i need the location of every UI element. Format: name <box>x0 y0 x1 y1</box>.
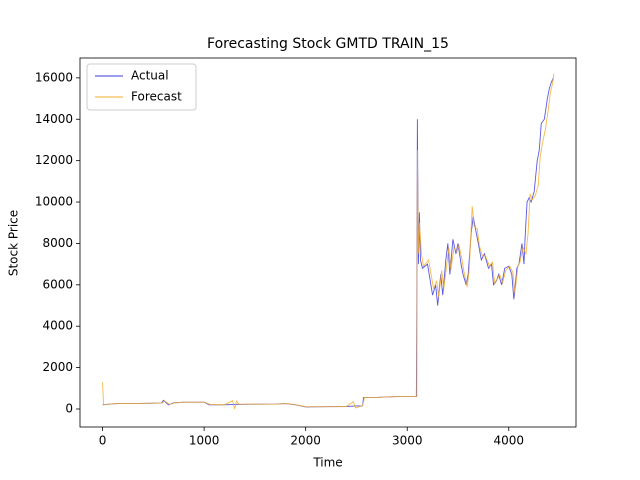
y-tick-label: 16000 <box>35 70 73 84</box>
chart-title: Forecasting Stock GMTD TRAIN_15 <box>207 36 449 52</box>
y-tick-label: 12000 <box>35 153 73 167</box>
y-tick-label: 14000 <box>35 112 73 126</box>
y-tick-label: 8000 <box>42 236 73 250</box>
x-axis-label: Time <box>312 456 342 470</box>
line <box>102 73 555 410</box>
y-tick-label: 4000 <box>42 319 73 333</box>
legend-label: Forecast <box>131 90 182 104</box>
x-tick-label: 4000 <box>493 434 524 448</box>
x-tick-label: 1000 <box>189 434 220 448</box>
y-tick-label: 0 <box>65 401 73 415</box>
y-tick-label: 2000 <box>42 360 73 374</box>
y-axis-label: Stock Price <box>7 210 21 276</box>
legend-box <box>86 63 197 111</box>
x-tick-label: 2000 <box>290 434 321 448</box>
legend-label: Actual <box>131 69 169 83</box>
plot-frame <box>79 57 577 428</box>
x-tick-label: 3000 <box>392 434 423 448</box>
y-tick-label: 6000 <box>42 277 73 291</box>
x-tick-label: 0 <box>99 434 107 448</box>
y-tick-label: 10000 <box>35 195 73 209</box>
